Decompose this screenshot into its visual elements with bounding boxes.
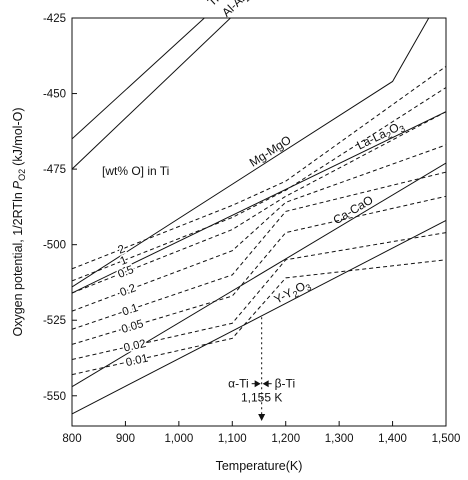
alpha-arrow-head	[254, 380, 261, 388]
y-tick-label: -450	[43, 89, 66, 101]
y-tick-label: -425	[43, 13, 66, 25]
y-axis-title-subscript: O2	[17, 169, 27, 181]
series-line-mg	[72, 18, 430, 288]
x-axis-title: Temperature(K)	[216, 459, 303, 473]
x-tick-label: 1,400	[378, 433, 407, 445]
series-line-ca	[72, 162, 446, 388]
y-tick-label: -475	[43, 164, 66, 176]
oxygen-line-0_1	[72, 171, 446, 330]
oxygen-line-0_5	[72, 111, 446, 294]
alpha-ti-label: α-Ti	[228, 377, 248, 391]
transition-temperature-label: 1,155 K	[241, 391, 282, 405]
oxygen-content-lines	[72, 65, 446, 376]
beta-ti-label: β-Ti	[275, 377, 295, 391]
beta-arrow-head	[262, 380, 269, 388]
oxygen-line-2	[72, 65, 446, 270]
oxygen-line-0_2	[72, 144, 446, 312]
series-line-al	[72, 18, 232, 170]
legend-title: [wt% O] in Ti	[102, 164, 169, 178]
y-axis-title-symbol: P	[11, 180, 25, 189]
oxygen-line-0_01	[72, 259, 446, 376]
tick-labels: 800 900 1,000 1,100 1,200 1,300 1,400 1,500 -425…	[43, 13, 460, 445]
transition-annotation: α-Ti β-Ti 1,155 K	[228, 317, 295, 421]
x-tick-label: 900	[116, 433, 135, 445]
x-tick-label: 1,200	[271, 433, 300, 445]
x-tick-label: 1,100	[218, 433, 247, 445]
oxide-lines	[72, 18, 446, 415]
x-tick-label: 1,000	[164, 433, 193, 445]
y-axis-title-text: Oxygen potential, 1/2RTln	[11, 192, 25, 336]
series-line-la	[72, 111, 446, 294]
series-line-y	[72, 220, 446, 415]
transition-arrow-down	[258, 414, 266, 421]
oxygen-line-0_05	[72, 195, 446, 345]
y-axis-title: Oxygen potential, 1/2RTln PO2 (kJ/mol-O)	[11, 108, 27, 337]
y-tick-label: -525	[43, 315, 66, 327]
y-tick-label: -550	[43, 391, 66, 403]
series-line-ti	[72, 18, 206, 140]
y-tick-label: -500	[43, 240, 66, 252]
oxygen-line-0_02	[72, 232, 446, 360]
x-tick-label: 1,300	[325, 433, 354, 445]
plot-frame	[71, 17, 447, 427]
oxygen-line-1	[72, 87, 446, 282]
x-tick-label: 800	[62, 433, 81, 445]
x-tick-label: 1,500	[432, 433, 461, 445]
y-axis-title-unit: (kJ/mol-O)	[11, 108, 25, 166]
